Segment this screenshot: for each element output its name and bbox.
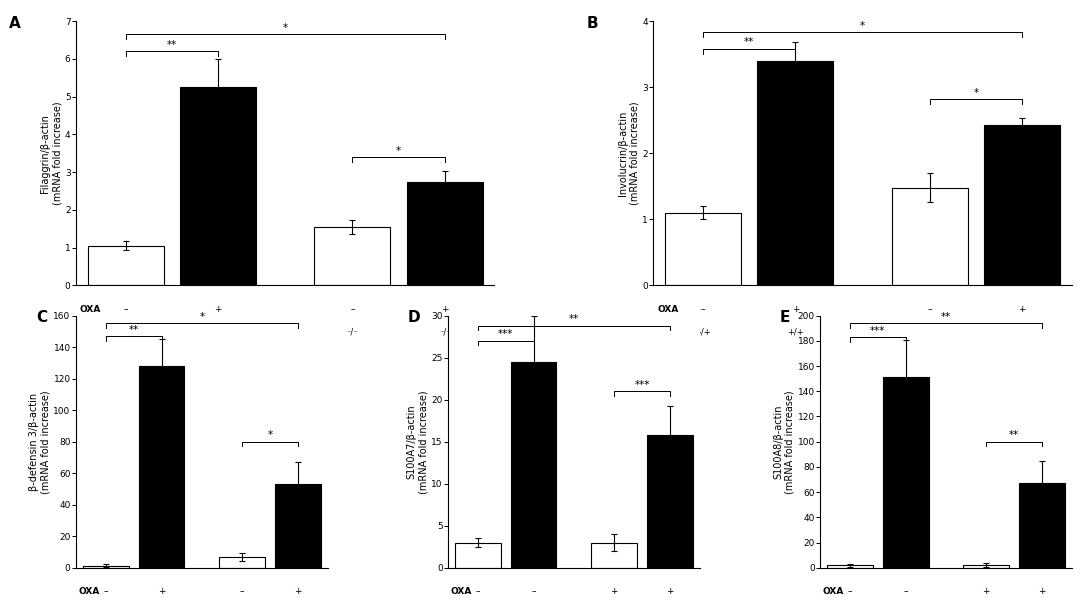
Text: *: * [283, 23, 288, 33]
Bar [407, 182, 483, 285]
Text: –: – [701, 305, 705, 314]
Text: **: ** [166, 40, 177, 50]
Y-axis label: Filaggrin/β-actin
(mRNA fold increase): Filaggrin/β-actin (mRNA fold increase) [40, 102, 62, 205]
Text: –: – [103, 587, 108, 596]
Text: C: C [36, 311, 47, 326]
Bar [882, 377, 928, 568]
Bar [510, 362, 556, 568]
Bar [891, 188, 967, 285]
Text: +: + [294, 587, 301, 596]
Bar [592, 543, 638, 568]
Text: ***: *** [634, 380, 650, 390]
Text: –: – [123, 305, 128, 314]
Bar [985, 126, 1061, 285]
Text: E: E [780, 311, 791, 326]
Text: ***: *** [498, 329, 514, 340]
Y-axis label: S100A8/β-actin
(mRNA fold increase): S100A8/β-actin (mRNA fold increase) [774, 390, 794, 493]
Text: +/+: +/+ [694, 328, 712, 337]
Bar [138, 366, 184, 568]
Bar [1019, 483, 1065, 568]
Text: ⁻/⁻: ⁻/⁻ [924, 328, 936, 337]
Text: *: * [860, 21, 865, 31]
Text: D: D [408, 311, 421, 326]
Y-axis label: Involucrin/β-actin
(mRNA fold increase): Involucrin/β-actin (mRNA fold increase) [618, 102, 640, 205]
Bar [964, 565, 1010, 568]
Text: +: + [1018, 305, 1026, 314]
Text: –: – [531, 587, 536, 596]
Text: A: A [9, 16, 21, 31]
Text: –: – [927, 305, 931, 314]
Bar [181, 87, 257, 285]
Text: *: * [974, 88, 978, 97]
Text: **: ** [569, 314, 579, 325]
Bar [757, 61, 833, 285]
Text: OXA: OXA [823, 587, 844, 596]
Y-axis label: S100A7/β-actin
(mRNA fold increase): S100A7/β-actin (mRNA fold increase) [407, 390, 429, 493]
Text: OXA: OXA [79, 305, 101, 314]
Text: +: + [214, 305, 222, 314]
Text: *: * [396, 145, 401, 156]
Text: +: + [158, 587, 165, 596]
Text: +: + [982, 587, 990, 596]
Bar [87, 246, 163, 285]
Text: ⁻/⁻: ⁻/⁻ [440, 328, 450, 337]
Text: +: + [666, 587, 673, 596]
Bar [455, 543, 500, 568]
Text: +/+: +/+ [210, 328, 226, 337]
Text: +/+: +/+ [787, 328, 804, 337]
Bar [665, 213, 741, 285]
Text: ⁻/⁻: ⁻/⁻ [1016, 328, 1028, 337]
Bar [220, 557, 265, 568]
Text: –: – [848, 587, 852, 596]
Text: –: – [903, 587, 907, 596]
Text: ***: *** [870, 326, 886, 335]
Text: *: * [268, 430, 273, 441]
Text: –: – [475, 587, 480, 596]
Bar [275, 484, 321, 568]
Text: **: ** [1009, 430, 1019, 441]
Text: OXA: OXA [657, 305, 679, 314]
Text: +/+: +/+ [118, 328, 134, 337]
Text: +: + [610, 587, 618, 596]
Y-axis label: β-defensin 3/β-actin
(mRNA fold increase): β-defensin 3/β-actin (mRNA fold increase… [29, 390, 50, 493]
Text: **: ** [128, 325, 139, 335]
Bar [647, 435, 693, 568]
Bar [827, 566, 873, 568]
Text: –: – [350, 305, 355, 314]
Text: *: * [199, 312, 205, 322]
Text: OXA: OXA [450, 587, 472, 596]
Text: –: – [240, 587, 245, 596]
Bar [314, 227, 391, 285]
Text: +: + [792, 305, 800, 314]
Text: ⁻/⁻: ⁻/⁻ [347, 328, 358, 337]
Text: IL-17: IL-17 [657, 328, 682, 337]
Text: OXA: OXA [78, 587, 100, 596]
Text: +: + [1038, 587, 1046, 596]
Text: +: + [442, 305, 448, 314]
Bar [83, 566, 128, 568]
Text: **: ** [941, 312, 951, 322]
Text: IL-17: IL-17 [79, 328, 106, 337]
Text: **: ** [744, 37, 754, 47]
Text: B: B [586, 16, 598, 31]
